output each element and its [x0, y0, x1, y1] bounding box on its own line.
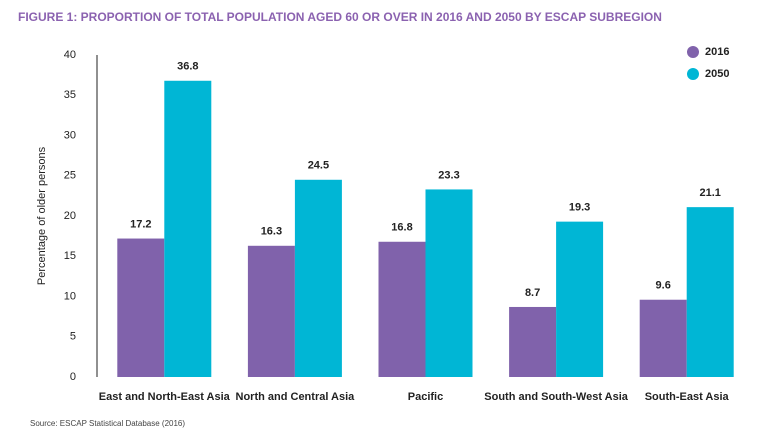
- legend-label: 2016: [705, 46, 729, 58]
- y-tick-label: 15: [64, 250, 76, 262]
- legend-label: 2050: [705, 68, 729, 80]
- bar: [556, 221, 604, 377]
- bar: [247, 245, 295, 377]
- y-tick-label: 10: [64, 290, 76, 302]
- y-tick-label: 20: [64, 210, 76, 222]
- source: Source: ESCAP Statistical Database (2016…: [30, 419, 185, 428]
- x-tick-label: South and South-West Asia: [484, 391, 628, 403]
- bar: [294, 179, 342, 377]
- y-tick-label: 5: [70, 331, 76, 343]
- value-label: 8.7: [525, 287, 540, 299]
- value-label: 17.2: [130, 218, 151, 230]
- value-label: 9.6: [656, 280, 671, 292]
- bar: [509, 306, 557, 377]
- value-label: 16.8: [391, 222, 412, 234]
- value-label: 36.8: [177, 61, 198, 73]
- value-label: 23.3: [438, 169, 459, 181]
- y-tick-label: 30: [64, 129, 76, 141]
- x-tick-label: East and North-East Asia: [99, 391, 231, 403]
- y-tick-label: 25: [64, 170, 76, 182]
- legend-marker: [687, 68, 699, 80]
- y-tick-label: 0: [70, 371, 76, 383]
- bar: [639, 299, 687, 377]
- value-label: 24.5: [308, 160, 329, 172]
- bar: [164, 80, 212, 377]
- bar: [425, 189, 473, 377]
- bar: [378, 241, 426, 377]
- x-tick-label: North and Central Asia: [236, 391, 356, 403]
- value-label: 16.3: [261, 226, 282, 238]
- bar: [117, 238, 165, 377]
- bar: [686, 207, 734, 377]
- y-tick-label: 35: [64, 89, 76, 101]
- chart-title: FIGURE 1: PROPORTION OF TOTAL POPULATION…: [18, 10, 662, 24]
- y-axis-label: Percentage of older persons: [36, 146, 48, 285]
- legend-marker: [687, 46, 699, 58]
- value-label: 19.3: [569, 202, 590, 214]
- x-tick-label: South-East Asia: [645, 391, 730, 403]
- value-label: 21.1: [699, 187, 720, 199]
- x-tick-label: Pacific: [408, 391, 443, 403]
- y-tick-label: 40: [64, 49, 76, 61]
